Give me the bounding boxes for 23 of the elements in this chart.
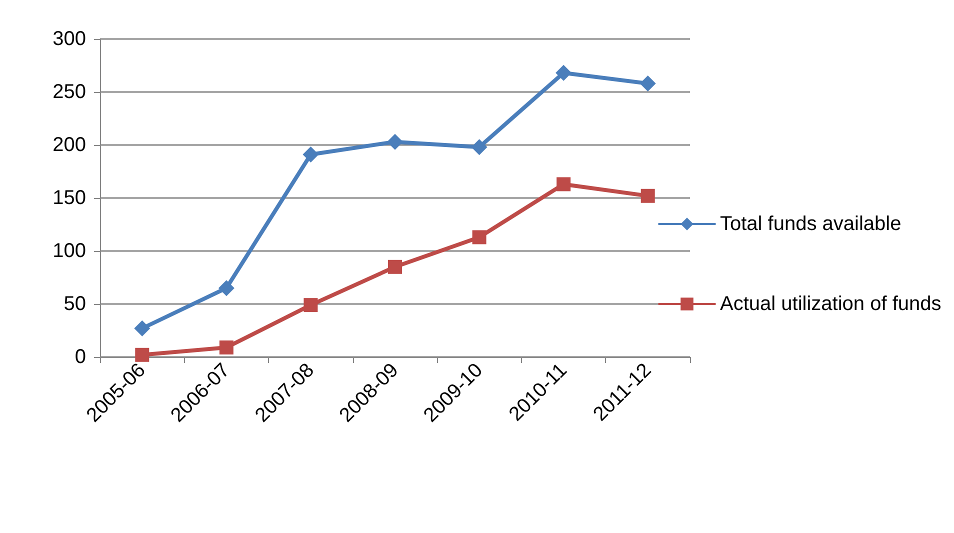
y-tick-label: 250 <box>52 81 86 103</box>
point <box>640 188 655 203</box>
point <box>302 146 319 163</box>
point <box>471 139 488 156</box>
legend-label: Actual utilization of funds <box>720 293 942 315</box>
y-tick-label: 300 <box>52 28 86 50</box>
point <box>218 280 234 296</box>
legend-label: Total funds available <box>720 213 902 235</box>
y-tick-label: 0 <box>74 346 86 368</box>
point <box>219 340 234 354</box>
y-tick-label: 50 <box>64 293 86 315</box>
point <box>556 177 571 192</box>
point <box>387 134 403 150</box>
point <box>135 348 150 362</box>
y-tick-label: 100 <box>52 240 86 262</box>
point <box>134 320 150 336</box>
y-tick-label: 200 <box>52 134 86 156</box>
point <box>304 298 318 312</box>
y-tick-label: 150 <box>52 187 86 209</box>
point <box>556 64 572 81</box>
point <box>640 76 656 92</box>
point <box>472 230 486 244</box>
point <box>388 260 402 274</box>
